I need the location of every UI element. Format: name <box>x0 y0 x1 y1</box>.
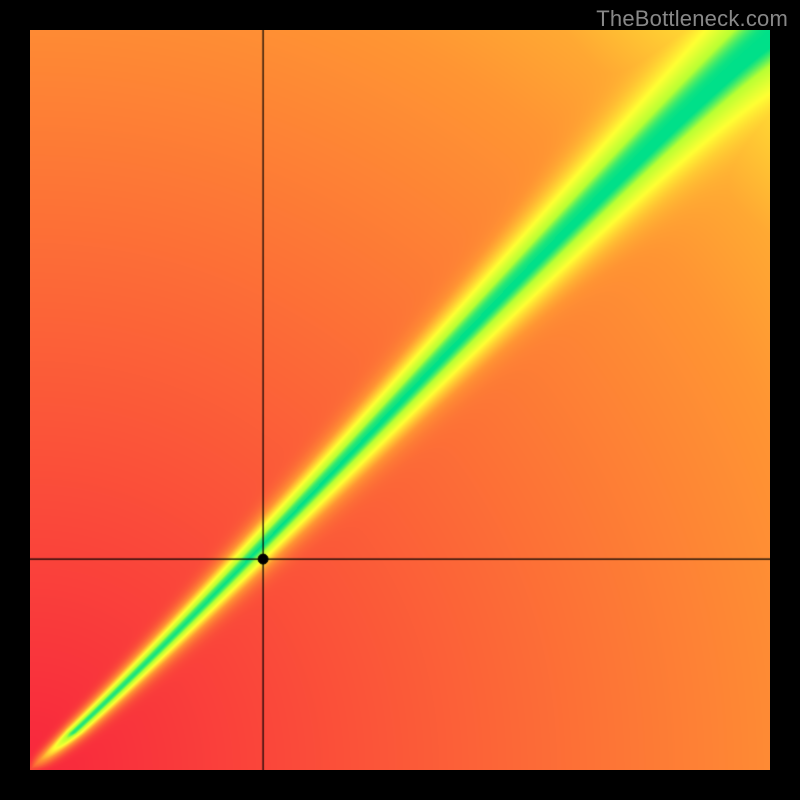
watermark-text: TheBottleneck.com <box>596 6 788 32</box>
chart-container: TheBottleneck.com <box>0 0 800 800</box>
plot-area <box>30 30 770 770</box>
heatmap-canvas <box>30 30 770 770</box>
